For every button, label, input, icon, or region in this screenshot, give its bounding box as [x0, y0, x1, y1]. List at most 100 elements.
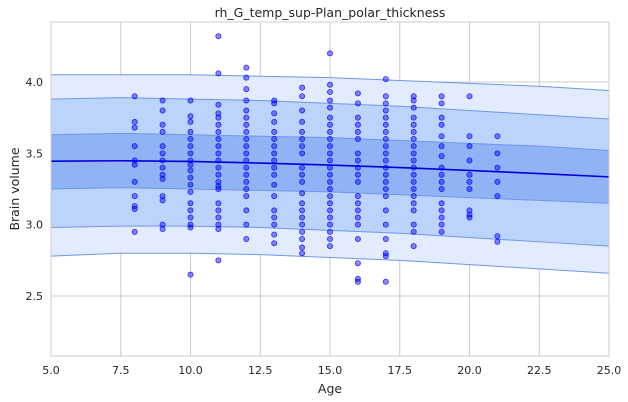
plot-border [50, 21, 610, 357]
scatter-point [382, 100, 389, 107]
x-axis-label: Age [318, 381, 342, 396]
scatter-point [354, 260, 361, 267]
scatter-point [215, 207, 222, 214]
data-points [131, 33, 501, 285]
scatter-point [354, 128, 361, 135]
scatter-point [215, 178, 222, 185]
scatter-point [215, 70, 222, 77]
scatter-point [271, 214, 278, 221]
scatter-point [326, 214, 333, 221]
scatter-point [243, 193, 250, 200]
scatter-point [299, 150, 306, 157]
scatter-point [466, 178, 473, 185]
scatter-point [187, 113, 194, 120]
scatter-point [187, 174, 194, 181]
scatter-point [299, 128, 306, 135]
scatter-point [215, 200, 222, 207]
scatter-point [466, 171, 473, 178]
scatter-point [410, 171, 417, 178]
band-inner-upper-edge [50, 132, 610, 151]
scatter-point [243, 114, 250, 121]
scatter-point [215, 143, 222, 150]
scatter-point [410, 104, 417, 111]
scatter-point [215, 171, 222, 178]
scatter-point [354, 90, 361, 97]
scatter-point [159, 197, 166, 204]
y-axis-label: Brain volume [7, 147, 22, 230]
x-tick-label: 7.5 [112, 364, 130, 377]
scatter-point [410, 164, 417, 171]
scatter-point [159, 171, 166, 178]
y-tick-label: 3.5 [26, 147, 44, 160]
scatter-point [466, 143, 473, 150]
scatter-point [299, 200, 306, 207]
scatter-point [299, 171, 306, 178]
scatter-point [215, 185, 222, 192]
scatter-point [215, 128, 222, 135]
scatter-point [326, 88, 333, 95]
x-tick-label: 22.5 [527, 364, 552, 377]
scatter-point [438, 207, 445, 214]
scatter-point [438, 153, 445, 160]
scatter-point [243, 178, 250, 185]
scatter-point [299, 178, 306, 185]
scatter-point [187, 136, 194, 143]
scatter-point [299, 214, 306, 221]
scatter-point [299, 107, 306, 114]
scatter-point [159, 164, 166, 171]
scatter-point [438, 185, 445, 192]
scatter-point [410, 228, 417, 235]
scatter-point [494, 238, 501, 245]
scatter-point [438, 171, 445, 178]
scatter-point [215, 214, 222, 221]
band-outer-lower-edge [50, 252, 610, 274]
scatter-point [299, 221, 306, 228]
scatter-point [438, 221, 445, 228]
scatter-point [494, 233, 501, 240]
scatter-point [326, 164, 333, 171]
scatter-point [382, 157, 389, 164]
scatter-point [271, 143, 278, 150]
scatter-point [271, 240, 278, 247]
scatter-point [131, 157, 138, 164]
scatter-point [354, 114, 361, 121]
scatter-point [410, 114, 417, 121]
scatter-point [382, 253, 389, 260]
scatter-point [215, 114, 222, 121]
scatter-point [131, 193, 138, 200]
scatter-point [159, 221, 166, 228]
scatter-point [299, 207, 306, 214]
scatter-point [271, 150, 278, 157]
scatter-point [159, 107, 166, 114]
scatter-point [438, 100, 445, 107]
scatter-point [187, 214, 194, 221]
x-tick-labels: 5.0 7.5 10.0 12.5 15.0 17.5 20.0 22.5 25.0 [42, 364, 621, 377]
scatter-point [187, 224, 194, 231]
scatter-point [354, 214, 361, 221]
scatter-point [438, 114, 445, 121]
scatter-point [410, 150, 417, 157]
scatter-point [410, 93, 417, 100]
scatter-point [187, 207, 194, 214]
scatter-point [243, 86, 250, 93]
scatter-point [187, 157, 194, 164]
y-tick-label: 3.0 [26, 219, 44, 232]
scatter-point [382, 150, 389, 157]
scatter-point [243, 143, 250, 150]
scatter-point [354, 171, 361, 178]
scatter-point [494, 193, 501, 200]
scatter-point [187, 181, 194, 188]
scatter-point [187, 143, 194, 150]
x-tick-label: 20.0 [457, 364, 482, 377]
scatter-point [438, 164, 445, 171]
scatter-point [271, 181, 278, 188]
scatter-point [243, 185, 250, 192]
scatter-point [382, 185, 389, 192]
y-tick-labels: 2.5 3.0 3.5 4.0 [26, 76, 44, 303]
scatter-point [299, 164, 306, 171]
scatter-point [494, 150, 501, 157]
scatter-point [466, 207, 473, 214]
scatter-point [326, 104, 333, 111]
scatter-point [438, 93, 445, 100]
